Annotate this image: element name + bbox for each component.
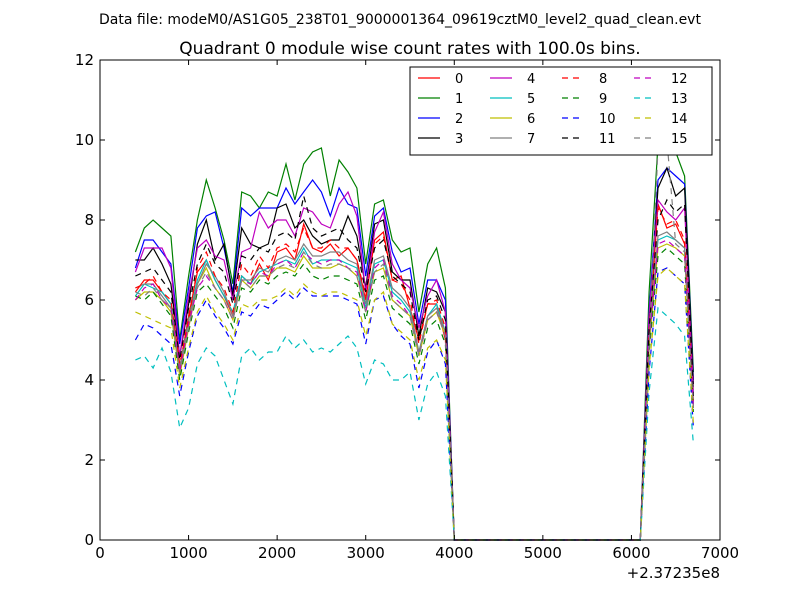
y-tick-label: 8 [84, 211, 94, 229]
legend-label-4: 4 [527, 72, 535, 87]
legend-label-13: 13 [671, 92, 688, 107]
series-line-15 [135, 138, 694, 541]
y-tick-label: 6 [84, 291, 94, 309]
legend-label-15: 15 [671, 132, 688, 147]
x-tick-label: 1000 [169, 544, 207, 562]
legend-label-6: 6 [527, 112, 535, 127]
x-tick-label: 6000 [612, 544, 650, 562]
legend-label-2: 2 [455, 112, 463, 127]
plot-title: Quadrant 0 module wise count rates with … [179, 39, 640, 59]
legend-label-8: 8 [599, 72, 607, 87]
y-tick-label: 10 [75, 131, 94, 149]
y-tick-label: 2 [84, 451, 94, 469]
x-offset-label: +2.37235e8 [627, 564, 720, 582]
legend-label-10: 10 [599, 112, 616, 127]
series-line-1 [134, 139, 694, 541]
legend-label-1: 1 [455, 92, 463, 107]
x-tick-label: 0 [95, 544, 105, 562]
legend-label-3: 3 [455, 132, 463, 147]
legend-label-9: 9 [599, 92, 607, 107]
y-tick-label: 0 [84, 531, 94, 549]
legend-label-14: 14 [671, 112, 688, 127]
series-line-12 [134, 239, 694, 541]
series-line-14 [135, 267, 694, 541]
legend-label-5: 5 [527, 92, 535, 107]
y-tick-label: 4 [84, 371, 94, 389]
legend-label-0: 0 [455, 72, 463, 87]
legend-label-12: 12 [671, 72, 688, 87]
legend-label-7: 7 [527, 132, 535, 147]
series-line-10 [134, 267, 694, 541]
x-tick-label: 4000 [435, 544, 473, 562]
suptitle: Data file: modeM0/AS1G05_238T01_90000013… [99, 12, 701, 28]
legend-label-11: 11 [599, 132, 616, 147]
series-layer [134, 138, 694, 541]
x-tick-label: 5000 [524, 544, 562, 562]
x-tick-label: 2000 [258, 544, 296, 562]
x-tick-label: 3000 [347, 544, 385, 562]
series-line-9 [135, 247, 694, 541]
series-line-0 [134, 203, 694, 541]
y-tick-label: 12 [75, 51, 94, 69]
x-axis: 0 1000 2000 3000 4000 5000 6000 7000 [95, 60, 739, 562]
x-tick-label: 7000 [701, 544, 739, 562]
legend-box [409, 66, 713, 156]
